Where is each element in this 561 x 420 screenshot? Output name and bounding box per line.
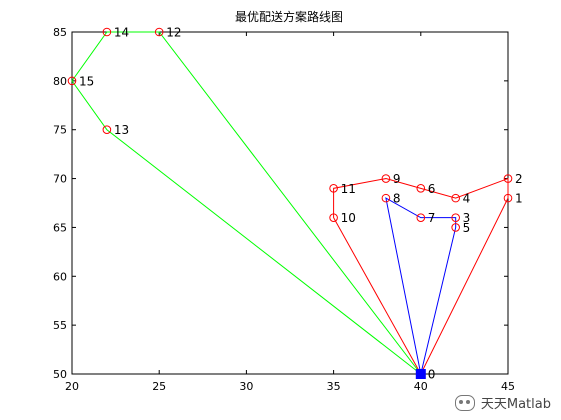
x-tick-label: 40 [414,380,428,393]
watermark: 天天Matlab [454,393,551,412]
routes [71,31,509,375]
point-marker-13 [102,125,112,135]
point-marker-15 [67,76,77,86]
wechat-icon [454,394,475,411]
point-marker-2 [503,174,513,183]
point-label-8: 8 [393,192,401,206]
point-label-12: 12 [166,26,181,40]
point-marker-12 [154,27,164,37]
point-label-9: 9 [393,172,401,186]
point-marker-3 [451,213,460,222]
y-tick-label: 80 [53,75,67,88]
depot-label: 0 [428,368,436,382]
y-tick-label: 75 [53,124,67,137]
point-marker-5 [451,223,460,232]
y-tick-label: 55 [53,319,67,332]
y-tick-label: 70 [53,173,67,186]
point-marker-4 [451,193,460,203]
x-tick-label: 45 [501,380,515,393]
y-tick-label: 50 [53,368,67,381]
point-marker-7 [416,213,426,222]
point-label-3: 3 [463,211,471,225]
point-marker-6 [416,184,426,193]
point-label-13: 13 [114,123,129,137]
x-tick-label: 30 [239,380,253,393]
plot-area [71,31,509,375]
point-marker-1 [503,193,513,203]
route-line-3 [71,31,422,375]
point-label-14: 14 [114,26,129,40]
point-marker-9 [381,174,391,183]
route-line-2 [385,197,457,375]
point-label-6: 6 [428,182,436,196]
x-tick-label: 25 [152,380,166,393]
route-line-1 [333,177,509,375]
chart-title: 最优配送方案路线图 [235,9,343,24]
watermark-text: 天天Matlab [480,397,551,412]
x-tick-label: 35 [327,380,341,393]
point-label-10: 10 [341,211,356,225]
point-marker-14 [102,27,112,37]
point-marker-8 [381,193,391,203]
depot-marker [415,369,426,379]
point-label-7: 7 [428,211,436,225]
x-tick-label: 20 [65,380,79,393]
point-marker-11 [329,184,338,193]
point-label-2: 2 [515,172,523,186]
point-label-11: 11 [341,182,356,196]
point-marker-10 [329,213,338,222]
y-tick-label: 60 [53,270,67,283]
y-tick-label: 65 [53,221,67,234]
point-label-5: 5 [463,221,471,235]
point-label-1: 1 [515,192,523,206]
y-tick-label: 85 [53,26,67,39]
point-label-15: 15 [79,74,94,88]
point-label-4: 4 [463,192,471,206]
